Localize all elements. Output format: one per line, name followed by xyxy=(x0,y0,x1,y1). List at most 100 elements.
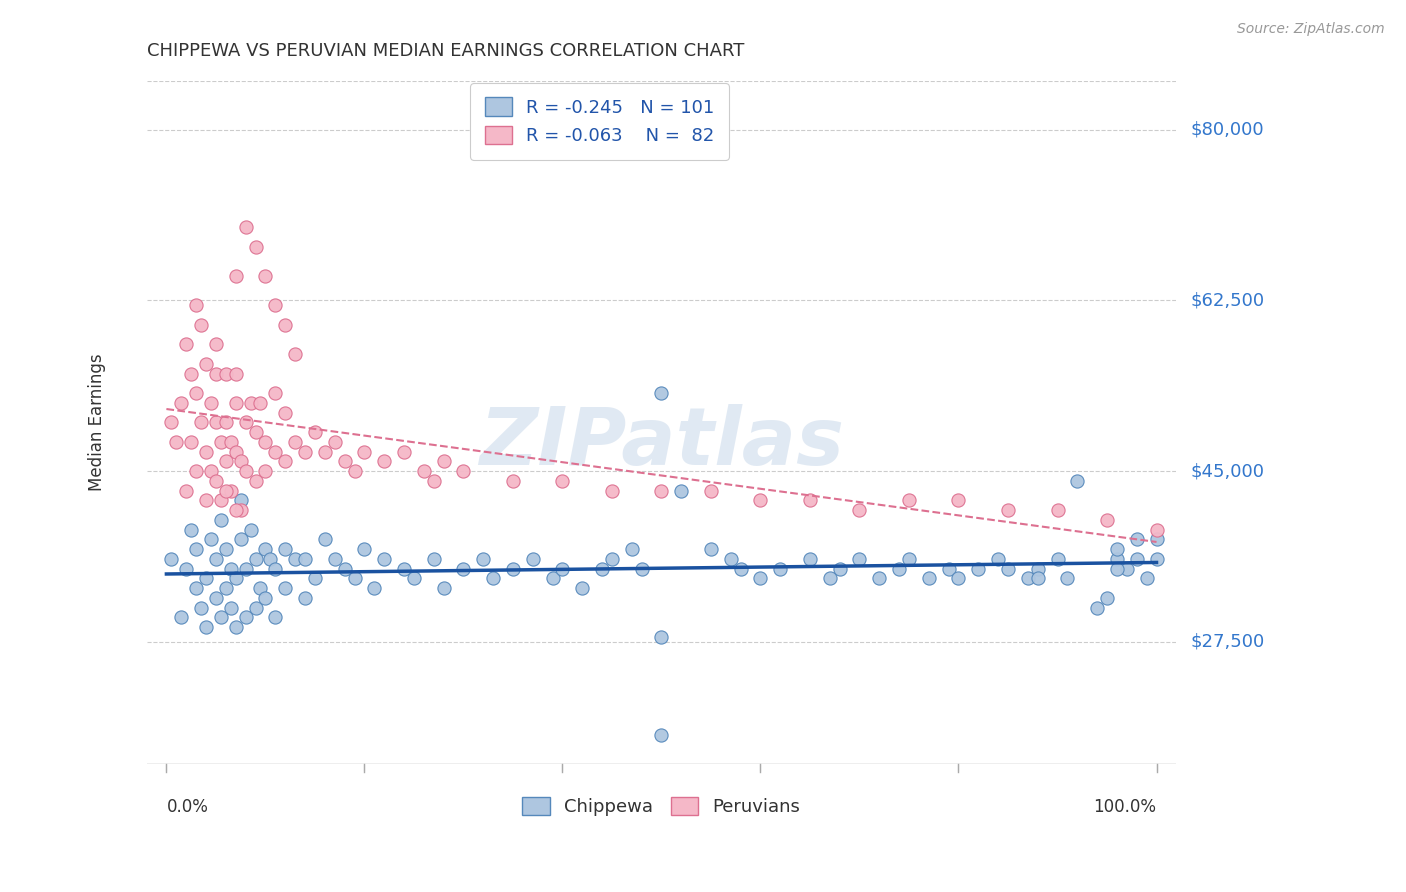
Point xyxy=(225,268,247,283)
Point xyxy=(264,562,287,576)
Point xyxy=(997,562,1019,576)
Point xyxy=(373,552,395,566)
Point xyxy=(650,483,672,498)
Point xyxy=(323,552,346,566)
Point xyxy=(219,434,242,449)
Point xyxy=(472,552,495,566)
Point xyxy=(1136,571,1159,585)
Point xyxy=(225,444,247,458)
Point xyxy=(671,483,693,498)
Point xyxy=(174,562,197,576)
Point xyxy=(239,396,262,410)
Point xyxy=(1115,562,1137,576)
Point xyxy=(245,474,267,488)
Point xyxy=(174,337,197,351)
Text: ZIPatlas: ZIPatlas xyxy=(479,404,844,482)
Point xyxy=(165,434,187,449)
Point xyxy=(245,552,267,566)
Point xyxy=(180,523,202,537)
Point xyxy=(1125,552,1147,566)
Point xyxy=(799,552,821,566)
Point xyxy=(749,493,772,508)
Point xyxy=(200,533,222,547)
Point xyxy=(898,552,921,566)
Point xyxy=(254,542,277,557)
Point xyxy=(799,493,821,508)
Point xyxy=(254,464,277,478)
Point xyxy=(453,562,475,576)
Point xyxy=(160,415,183,429)
Point xyxy=(284,434,307,449)
Point xyxy=(195,571,218,585)
Point xyxy=(235,562,257,576)
Point xyxy=(422,552,444,566)
Point xyxy=(571,581,593,595)
Text: 100.0%: 100.0% xyxy=(1094,798,1157,816)
Point xyxy=(967,562,990,576)
Point xyxy=(200,464,222,478)
Point xyxy=(551,474,574,488)
Point xyxy=(205,591,228,605)
Point xyxy=(522,552,544,566)
Point xyxy=(948,493,970,508)
Point xyxy=(195,620,218,634)
Point xyxy=(987,552,1010,566)
Point xyxy=(200,396,222,410)
Point xyxy=(769,562,792,576)
Point xyxy=(433,581,456,595)
Point xyxy=(314,444,336,458)
Point xyxy=(235,220,257,235)
Point xyxy=(650,630,672,644)
Point xyxy=(215,483,238,498)
Point xyxy=(180,367,202,381)
Point xyxy=(264,298,287,312)
Point xyxy=(264,444,287,458)
Point xyxy=(1095,591,1118,605)
Point xyxy=(1146,552,1168,566)
Point xyxy=(229,503,252,517)
Point xyxy=(402,571,425,585)
Point xyxy=(700,483,723,498)
Text: Source: ZipAtlas.com: Source: ZipAtlas.com xyxy=(1237,22,1385,37)
Text: CHIPPEWA VS PERUVIAN MEDIAN EARNINGS CORRELATION CHART: CHIPPEWA VS PERUVIAN MEDIAN EARNINGS COR… xyxy=(146,42,744,60)
Point xyxy=(502,474,524,488)
Text: $62,500: $62,500 xyxy=(1191,292,1264,310)
Point xyxy=(304,571,326,585)
Point xyxy=(239,523,262,537)
Point xyxy=(323,434,346,449)
Point xyxy=(422,474,444,488)
Point xyxy=(170,610,193,624)
Point xyxy=(180,434,202,449)
Point xyxy=(898,493,921,508)
Point xyxy=(215,367,238,381)
Point xyxy=(650,386,672,401)
Point xyxy=(184,581,207,595)
Point xyxy=(235,415,257,429)
Point xyxy=(591,562,613,576)
Point xyxy=(730,562,752,576)
Point xyxy=(1095,513,1118,527)
Point xyxy=(720,552,742,566)
Point xyxy=(343,571,366,585)
Point xyxy=(1046,552,1069,566)
Point xyxy=(412,464,434,478)
Point xyxy=(363,581,385,595)
Point xyxy=(235,610,257,624)
Text: 0.0%: 0.0% xyxy=(166,798,208,816)
Text: $45,000: $45,000 xyxy=(1191,462,1264,480)
Point xyxy=(294,444,316,458)
Point xyxy=(215,542,238,557)
Text: Median Earnings: Median Earnings xyxy=(89,353,107,491)
Point xyxy=(1046,503,1069,517)
Point xyxy=(938,562,960,576)
Point xyxy=(274,318,297,332)
Point xyxy=(205,367,228,381)
Point xyxy=(184,386,207,401)
Point xyxy=(868,571,890,585)
Point xyxy=(482,571,505,585)
Point xyxy=(1026,571,1049,585)
Point xyxy=(333,562,356,576)
Point xyxy=(1056,571,1078,585)
Point xyxy=(1066,474,1088,488)
Point xyxy=(195,444,218,458)
